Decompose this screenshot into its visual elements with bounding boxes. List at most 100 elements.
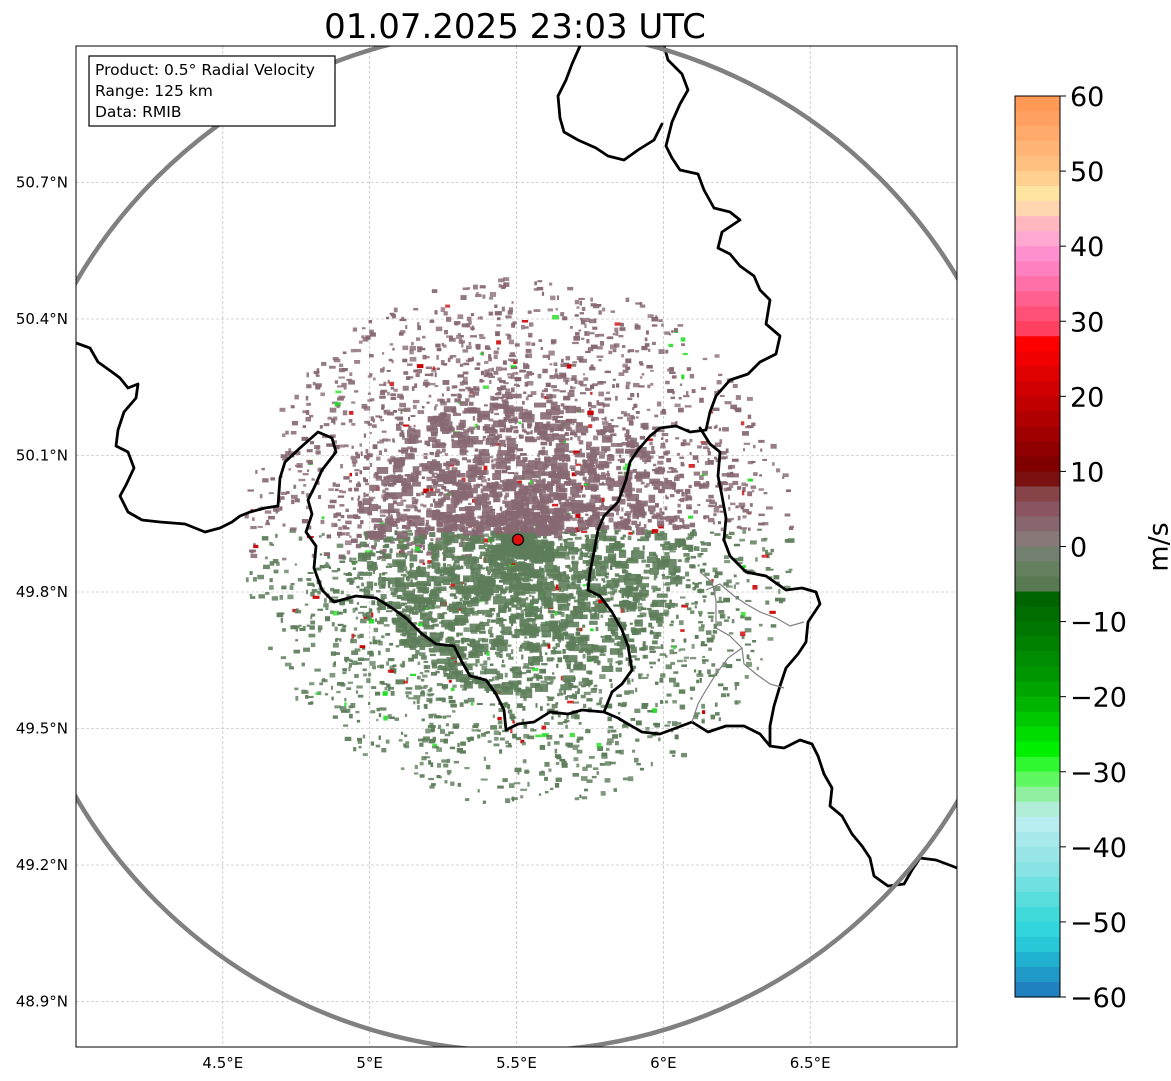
echo-cell — [439, 502, 444, 506]
echo-cell — [723, 687, 728, 691]
echo-cell — [601, 665, 614, 672]
echo-cell — [601, 752, 608, 757]
echo-cell — [337, 385, 344, 388]
echo-cell — [403, 680, 408, 684]
echo-cell — [476, 702, 483, 705]
echo-cell — [582, 624, 586, 628]
echo-cell — [443, 563, 446, 567]
echo-cell — [608, 350, 613, 355]
echo-cell — [349, 581, 354, 585]
echo-cell — [381, 683, 388, 686]
echo-cell — [416, 369, 422, 374]
echo-cell — [393, 482, 397, 485]
echo-cell — [588, 670, 593, 675]
echo-cell — [470, 563, 481, 570]
echo-cell — [280, 656, 287, 660]
echo-cell — [559, 734, 564, 738]
echo-cell — [291, 494, 298, 499]
echo-cell — [545, 433, 555, 442]
echo-cell — [372, 665, 377, 670]
echo-cell — [647, 710, 653, 713]
echo-cell — [250, 553, 258, 559]
echo-cell — [301, 689, 307, 694]
echo-cell — [383, 476, 387, 480]
echo-cell — [626, 601, 638, 610]
echo-cell — [516, 519, 523, 525]
echo-cell — [637, 446, 647, 454]
echo-cell — [581, 432, 584, 435]
echo-cell — [317, 608, 323, 611]
echo-cell — [496, 324, 502, 327]
echo-cell — [596, 430, 606, 435]
echo-cell — [344, 540, 352, 546]
echo-cell — [493, 596, 506, 605]
echo-cell — [678, 397, 682, 400]
echo-cell — [306, 493, 311, 498]
echo-cell — [478, 622, 484, 626]
echo-cell — [429, 785, 435, 789]
echo-cell — [426, 485, 433, 489]
echo-cell — [492, 473, 502, 480]
echo-cell — [334, 402, 341, 407]
echo-cell — [557, 693, 560, 697]
echo-cell — [402, 575, 406, 578]
echo-cell — [441, 684, 449, 689]
echo-cell — [423, 606, 430, 610]
echo-cell — [352, 634, 357, 637]
echo-cell — [674, 538, 686, 546]
echo-cell — [453, 562, 456, 566]
echo-cell — [523, 391, 527, 394]
echo-cell — [489, 536, 495, 542]
echo-cell — [356, 533, 362, 538]
echo-cell — [782, 476, 785, 479]
echo-cell — [369, 329, 374, 334]
echo-cell — [461, 323, 469, 328]
echo-cell — [442, 476, 452, 484]
echo-cell — [742, 565, 746, 569]
echo-cell — [303, 484, 307, 487]
echo-cell — [732, 473, 739, 478]
echo-cell — [537, 373, 542, 379]
echo-cell — [713, 630, 718, 634]
echo-cell — [260, 506, 263, 509]
echo-cell — [351, 650, 359, 655]
echo-cell — [493, 730, 500, 736]
echo-cell — [450, 703, 457, 708]
echo-cell — [667, 368, 671, 372]
echo-cell — [515, 691, 520, 696]
echo-cell — [600, 472, 606, 477]
echo-cell — [547, 697, 554, 702]
echo-cell — [430, 588, 438, 597]
echo-cell — [440, 307, 446, 312]
echo-cell — [296, 463, 303, 468]
echo-cell — [290, 583, 295, 586]
echo-cell — [541, 446, 546, 450]
echo-cell — [466, 316, 472, 321]
echo-cell — [738, 502, 746, 508]
echo-cell — [333, 358, 341, 363]
echo-cell — [785, 570, 792, 574]
echo-cell — [555, 586, 562, 591]
echo-cell — [336, 483, 340, 487]
echo-cell — [370, 612, 374, 618]
echo-cell — [395, 583, 407, 592]
echo-cell — [333, 420, 336, 425]
echo-cell — [430, 762, 434, 768]
echo-cell — [297, 577, 303, 582]
echo-cell — [601, 502, 604, 507]
echo-cell — [626, 494, 639, 502]
echo-cell — [661, 511, 665, 515]
echo-cell — [432, 366, 436, 370]
echo-cell — [616, 383, 620, 388]
echo-cell — [448, 695, 453, 700]
echo-cell — [520, 609, 525, 615]
echo-cell — [582, 476, 587, 481]
echo-cell — [724, 518, 732, 522]
echo-cell — [538, 475, 541, 481]
echo-cell — [520, 739, 525, 744]
echo-cell — [417, 348, 422, 353]
echo-cell — [436, 367, 440, 371]
echo-cell — [449, 458, 457, 462]
echo-cell — [436, 519, 443, 526]
echo-cell — [515, 480, 522, 485]
